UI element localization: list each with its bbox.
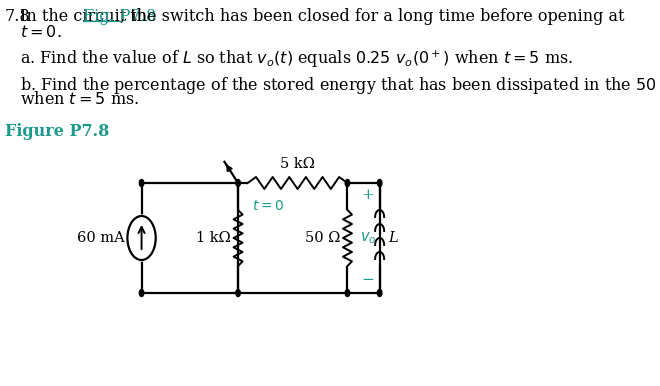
Text: 60 mA: 60 mA xyxy=(77,231,125,245)
Text: L: L xyxy=(388,231,398,245)
Text: 5 kΩ: 5 kΩ xyxy=(280,157,315,171)
Text: 7.8: 7.8 xyxy=(5,8,30,25)
Text: when $t = 5$ ms.: when $t = 5$ ms. xyxy=(20,91,139,108)
Circle shape xyxy=(236,179,240,186)
Text: +: + xyxy=(362,188,374,202)
Text: $t = 0$.: $t = 0$. xyxy=(20,24,61,41)
Text: $t = 0$: $t = 0$ xyxy=(252,199,284,213)
Text: Fig. P7.8: Fig. P7.8 xyxy=(83,8,156,25)
Text: In the circuit in: In the circuit in xyxy=(20,8,152,25)
Circle shape xyxy=(378,290,382,296)
Circle shape xyxy=(139,290,144,296)
Text: $v_o$: $v_o$ xyxy=(360,230,376,246)
Circle shape xyxy=(378,179,382,186)
Circle shape xyxy=(236,290,240,296)
Text: , the switch has been closed for a long time before opening at: , the switch has been closed for a long … xyxy=(119,8,624,25)
Circle shape xyxy=(345,179,350,186)
Circle shape xyxy=(345,290,350,296)
Text: b. Find the percentage of the stored energy that has been dissipated in the $50\: b. Find the percentage of the stored ene… xyxy=(20,75,660,96)
Text: 50 Ω: 50 Ω xyxy=(305,231,341,245)
Text: 1 kΩ: 1 kΩ xyxy=(196,231,231,245)
Text: −: − xyxy=(362,273,374,287)
Text: a. Find the value of $L$ so that $v_o(t)$ equals $0.25\ v_o(0^+)$ when $t = 5$ m: a. Find the value of $L$ so that $v_o(t)… xyxy=(20,49,573,70)
Circle shape xyxy=(127,215,156,261)
Circle shape xyxy=(139,179,144,186)
Text: Figure P7.8: Figure P7.8 xyxy=(5,123,109,140)
